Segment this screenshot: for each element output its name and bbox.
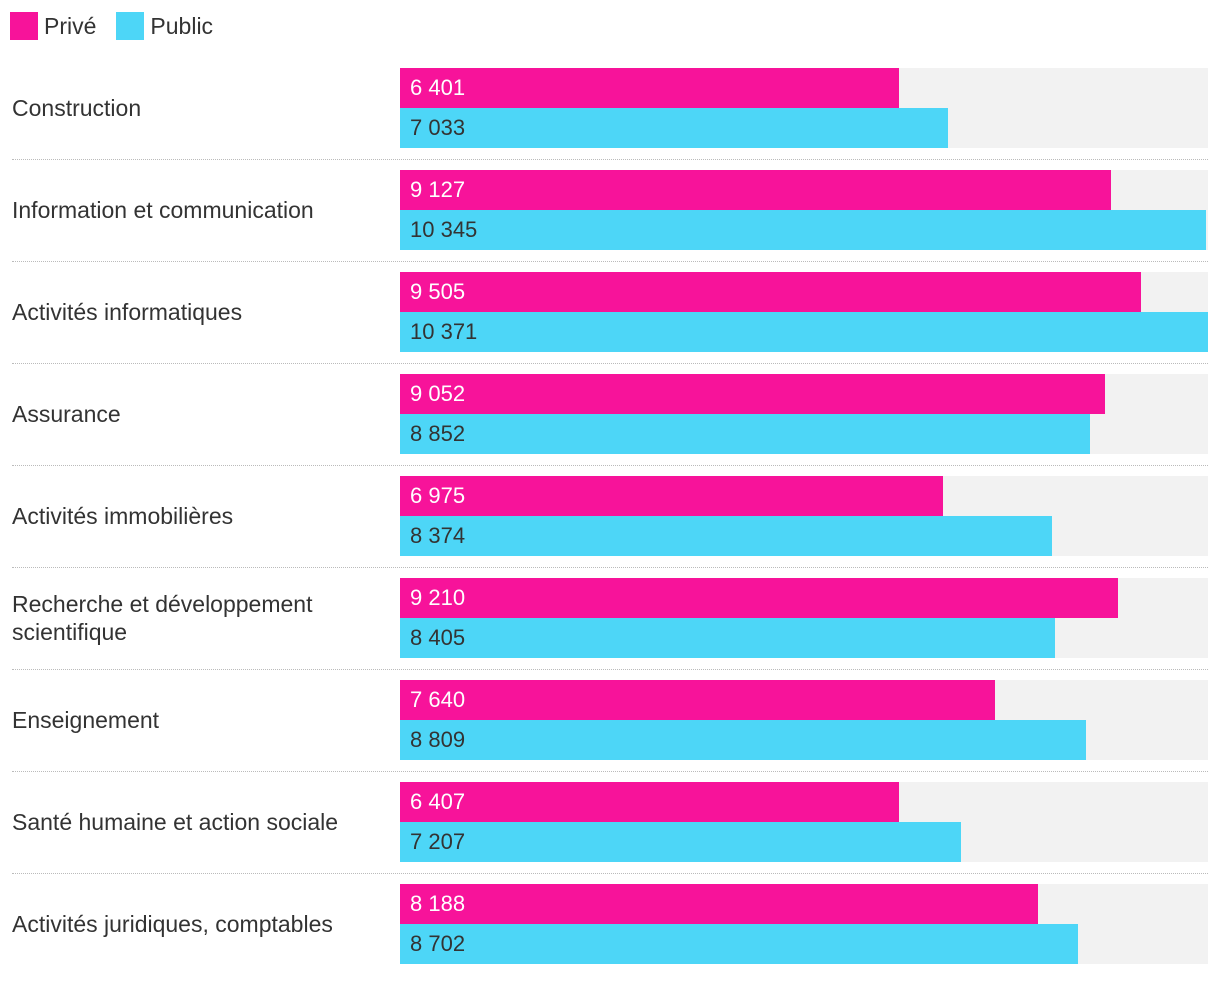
- bar-prive: 6 407: [400, 782, 899, 822]
- bar-value-label: 9 052: [410, 381, 466, 406]
- bar-prive: 9 210: [400, 578, 1118, 618]
- bar-value-label: 8 374: [410, 523, 466, 548]
- bar-public: 10 371: [400, 312, 1208, 352]
- bar-value-label: 6 401: [410, 75, 466, 100]
- bar-value-label: 6 407: [410, 789, 466, 814]
- bar-value-label: 8 188: [410, 891, 466, 916]
- bar-public: 8 852: [400, 414, 1090, 454]
- bar-value-label: 6 975: [410, 483, 466, 508]
- legend-label-prive: Privé: [44, 12, 97, 39]
- category-row: Construction 6 401 7 033: [0, 68, 1220, 160]
- row-divider: [12, 261, 1208, 262]
- category-row: Enseignement 7 640 8 809: [0, 680, 1220, 772]
- legend-item-prive: Privé: [10, 12, 96, 40]
- bar-public: 8 405: [400, 618, 1055, 658]
- bar-prive: 7 640: [400, 680, 995, 720]
- bar-prive: 9 127: [400, 170, 1111, 210]
- bar-track: 8 188 8 702: [400, 884, 1208, 964]
- category-label: Santé humaine et action sociale: [12, 809, 339, 835]
- category-row: Activités juridiques, comptables 8 188 8 7…: [0, 884, 1220, 964]
- bar-value-label: 7 207: [410, 829, 466, 854]
- bar-value-label: 9 505: [410, 279, 466, 304]
- bar-chart: Construction 6 401 7 033 Information et com…: [0, 68, 1220, 986]
- bar-track: 6 407 7 207: [400, 782, 1208, 862]
- bar-value-label: 8 809: [410, 727, 466, 752]
- row-divider: [12, 669, 1208, 670]
- category-label: Activités immobilières: [12, 503, 234, 529]
- legend-swatch-prive: [10, 12, 38, 40]
- bar-track: 9 210 8 405: [400, 578, 1208, 658]
- bar-value-label: 7 033: [410, 115, 466, 140]
- bar-public: 7 207: [400, 822, 961, 862]
- category-label: Construction: [12, 95, 142, 121]
- category-row: Activités informatiques 9 505 10 371: [0, 272, 1220, 364]
- bar-prive: 8 188: [400, 884, 1038, 924]
- bar-prive: 9 052: [400, 374, 1105, 414]
- bar-value-label: 10 345: [410, 217, 478, 242]
- bar-value-label: 10 371: [410, 319, 478, 344]
- bar-track: 7 640 8 809: [400, 680, 1208, 760]
- category-row: Information et communication 9 127 10 345: [0, 170, 1220, 262]
- bar-prive: 6 975: [400, 476, 943, 516]
- row-divider: [12, 567, 1208, 568]
- bar-track: 9 127 10 345: [400, 170, 1208, 250]
- bar-track: 9 505 10 371: [400, 272, 1208, 352]
- bar-public: 8 702: [400, 924, 1078, 964]
- category-row: Activités immobilières 6 975 8 374: [0, 476, 1220, 568]
- row-divider: [12, 873, 1208, 874]
- bar-public: 8 374: [400, 516, 1052, 556]
- legend-swatch-public: [116, 12, 145, 40]
- bar-value-label: 7 640: [410, 687, 466, 712]
- legend-item-public: Public: [116, 12, 213, 40]
- bar-track: 6 401 7 033: [400, 68, 1208, 148]
- bar-value-label: 8 702: [410, 931, 466, 956]
- row-divider: [12, 159, 1208, 160]
- bar-public: 7 033: [400, 108, 948, 148]
- bar-public: 8 809: [400, 720, 1086, 760]
- category-label: Enseignement: [12, 707, 160, 733]
- bar-track: 9 052 8 852: [400, 374, 1208, 454]
- category-label: Activités juridiques, comptables: [12, 911, 333, 937]
- bar-value-label: 9 210: [410, 585, 466, 610]
- category-row: Recherche et développement scientifique 9…: [0, 578, 1220, 670]
- row-divider: [12, 363, 1208, 364]
- bar-track: 6 975 8 374: [400, 476, 1208, 556]
- bar-value-label: 9 127: [410, 177, 466, 202]
- category-row: Santé humaine et action sociale 6 407 7 20…: [0, 782, 1220, 874]
- bar-prive: 6 401: [400, 68, 899, 108]
- category-label: Activités informatiques: [12, 299, 243, 325]
- legend: Privé Public: [10, 10, 233, 42]
- category-label: Information et communication: [12, 197, 314, 223]
- bar-value-label: 8 852: [410, 421, 466, 446]
- bar-public: 10 345: [400, 210, 1206, 250]
- row-divider: [12, 771, 1208, 772]
- category-label: Assurance: [12, 401, 121, 427]
- row-divider: [12, 465, 1208, 466]
- bar-value-label: 8 405: [410, 625, 466, 650]
- category-row: Assurance 9 052 8 852: [0, 374, 1220, 466]
- bar-prive: 9 505: [400, 272, 1141, 312]
- legend-label-public: Public: [150, 12, 214, 39]
- category-label: Recherche et développement scientifique: [12, 591, 313, 645]
